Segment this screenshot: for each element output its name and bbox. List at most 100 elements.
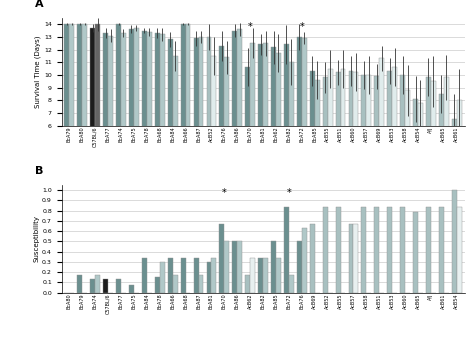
Bar: [155, 277, 160, 293]
Bar: [276, 53, 281, 202]
Bar: [379, 59, 384, 202]
Bar: [366, 75, 371, 202]
Bar: [207, 37, 211, 202]
Bar: [439, 94, 444, 202]
Bar: [323, 77, 328, 202]
Bar: [374, 206, 379, 293]
Bar: [129, 29, 134, 202]
Bar: [224, 241, 229, 293]
Bar: [413, 212, 418, 293]
Bar: [340, 69, 346, 202]
Bar: [354, 72, 358, 202]
Bar: [237, 29, 242, 202]
Bar: [336, 206, 340, 293]
Bar: [284, 206, 289, 293]
Bar: [116, 24, 121, 202]
Bar: [168, 39, 173, 202]
Bar: [297, 37, 302, 202]
Bar: [426, 206, 431, 293]
Bar: [95, 275, 100, 293]
Bar: [302, 38, 307, 202]
Bar: [452, 190, 457, 293]
Bar: [219, 46, 224, 202]
Bar: [168, 258, 173, 293]
Bar: [289, 275, 294, 293]
Bar: [387, 206, 392, 293]
Bar: [64, 24, 69, 202]
Bar: [263, 43, 268, 202]
Bar: [219, 224, 224, 293]
Y-axis label: Susceptibility: Susceptibility: [33, 215, 39, 262]
Bar: [232, 241, 237, 293]
Bar: [362, 75, 366, 202]
Bar: [297, 241, 302, 293]
Text: *: *: [286, 188, 291, 198]
Bar: [224, 57, 229, 202]
Bar: [457, 100, 462, 202]
Bar: [258, 258, 263, 293]
Bar: [271, 241, 276, 293]
Bar: [95, 24, 100, 202]
Bar: [328, 69, 333, 202]
Text: A: A: [36, 0, 44, 9]
Bar: [348, 71, 354, 202]
Bar: [103, 280, 108, 293]
Bar: [348, 224, 354, 293]
Bar: [90, 28, 95, 202]
Bar: [457, 206, 462, 293]
Bar: [374, 76, 379, 202]
Bar: [90, 280, 95, 293]
Bar: [193, 38, 199, 202]
Bar: [77, 24, 82, 202]
Bar: [400, 206, 405, 293]
Bar: [199, 275, 203, 293]
Bar: [82, 24, 87, 202]
Bar: [232, 31, 237, 202]
Bar: [400, 75, 405, 202]
Bar: [134, 28, 139, 202]
Bar: [160, 34, 164, 202]
Bar: [142, 31, 147, 202]
Bar: [207, 262, 211, 293]
Bar: [245, 275, 250, 293]
Bar: [431, 81, 436, 202]
Bar: [284, 45, 289, 202]
Bar: [387, 71, 392, 202]
Bar: [258, 45, 263, 202]
Bar: [413, 99, 418, 202]
Bar: [116, 280, 121, 293]
Bar: [289, 62, 294, 202]
Bar: [302, 228, 307, 293]
Bar: [173, 275, 178, 293]
Bar: [426, 77, 431, 202]
Bar: [250, 43, 255, 202]
Text: B: B: [36, 166, 44, 176]
Bar: [155, 33, 160, 202]
Bar: [160, 262, 164, 293]
Bar: [418, 103, 423, 202]
Bar: [103, 33, 108, 202]
Y-axis label: Survival Time (Days): Survival Time (Days): [35, 35, 41, 108]
Bar: [181, 258, 186, 293]
Bar: [336, 72, 340, 202]
Bar: [276, 258, 281, 293]
Bar: [69, 24, 74, 202]
Bar: [173, 56, 178, 202]
Bar: [77, 275, 82, 293]
Bar: [315, 80, 319, 202]
Bar: [439, 206, 444, 293]
Bar: [211, 56, 216, 202]
Bar: [392, 67, 397, 202]
Text: *: *: [248, 22, 253, 32]
Bar: [245, 67, 250, 202]
Bar: [142, 258, 147, 293]
Bar: [310, 71, 315, 202]
Bar: [108, 36, 113, 202]
Bar: [121, 33, 126, 202]
Bar: [129, 285, 134, 293]
Bar: [310, 224, 315, 293]
Bar: [444, 77, 449, 202]
Bar: [362, 206, 366, 293]
Bar: [271, 47, 276, 202]
Bar: [323, 206, 328, 293]
